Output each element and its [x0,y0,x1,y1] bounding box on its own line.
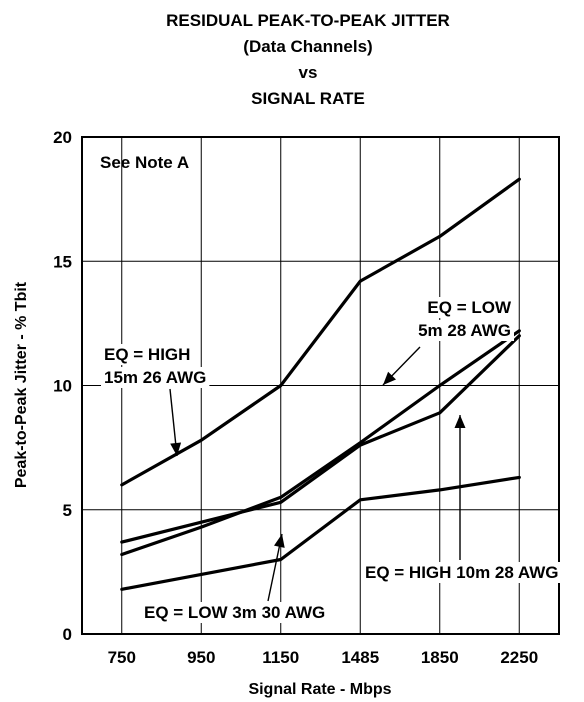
chart-title: RESIDUAL PEAK-TO-PEAK JITTER (Data Chann… [166,11,450,108]
annotation-arrowhead-2 [383,371,396,385]
annotation-3-line-1: EQ = HIGH 10m 28 AWG [365,563,559,582]
series-line-4 [120,475,521,591]
x-tick-750: 750 [108,648,136,667]
annotation-1-line-2: 15m 26 AWG [104,368,206,387]
annotation-3-bg-1 [362,562,562,583]
annotation-2-bg-2 [415,320,514,341]
series-line-2 [120,329,521,557]
y-tick-5: 5 [63,501,72,520]
series-group [120,177,521,591]
annotation-4-bg-1 [141,602,329,623]
title-line-1: RESIDUAL PEAK-TO-PEAK JITTER [166,11,450,30]
y-axis-label: Peak-to-Peak Jitter - % Tbit [13,281,30,488]
x-tick-1150: 1150 [262,648,299,667]
annotation-2-bg-1 [424,297,515,318]
annotation-arrowhead-1 [170,442,182,456]
series-line-3 [120,334,521,544]
y-tick-20: 20 [53,128,72,147]
series-line-1 [120,177,521,487]
title-line-4: SIGNAL RATE [251,89,365,108]
y-tick-0: 0 [63,625,72,644]
y-tick-labels: 0 5 10 15 20 [53,128,72,644]
annotation-pointers [169,346,466,602]
y-tick-10: 10 [53,377,72,396]
note-label: See Note A [100,153,189,172]
x-tick-2250: 2250 [500,648,538,667]
annotation-4-line-1: EQ = LOW 3m 30 AWG [144,603,325,622]
title-line-2: (Data Channels) [243,37,372,56]
x-tick-labels: 750 950 1150 1485 1850 2250 [108,648,539,667]
y-tick-15: 15 [53,252,72,271]
x-tick-1850: 1850 [421,648,459,667]
annotation-1-line-1: EQ = HIGH [104,345,190,364]
title-line-3: vs [299,63,318,82]
x-tick-950: 950 [187,648,215,667]
annotation-2-line-2: 5m 28 AWG [418,321,511,340]
annotations: EQ = HIGH 15m 26 AWG EQ = LOW 5m 28 AWG EQ =… [101,297,562,623]
annotation-1-bg-2 [101,367,210,388]
annotation-arrowhead-4 [274,534,285,548]
annotation-1-bg-1 [101,344,194,365]
annotation-2-line-1: EQ = LOW [427,298,512,317]
plot-frame [81,136,560,635]
x-axis-label: Signal Rate - Mbps [248,681,391,698]
annotation-arrowhead-3 [454,415,466,428]
x-tick-1485: 1485 [341,648,379,667]
